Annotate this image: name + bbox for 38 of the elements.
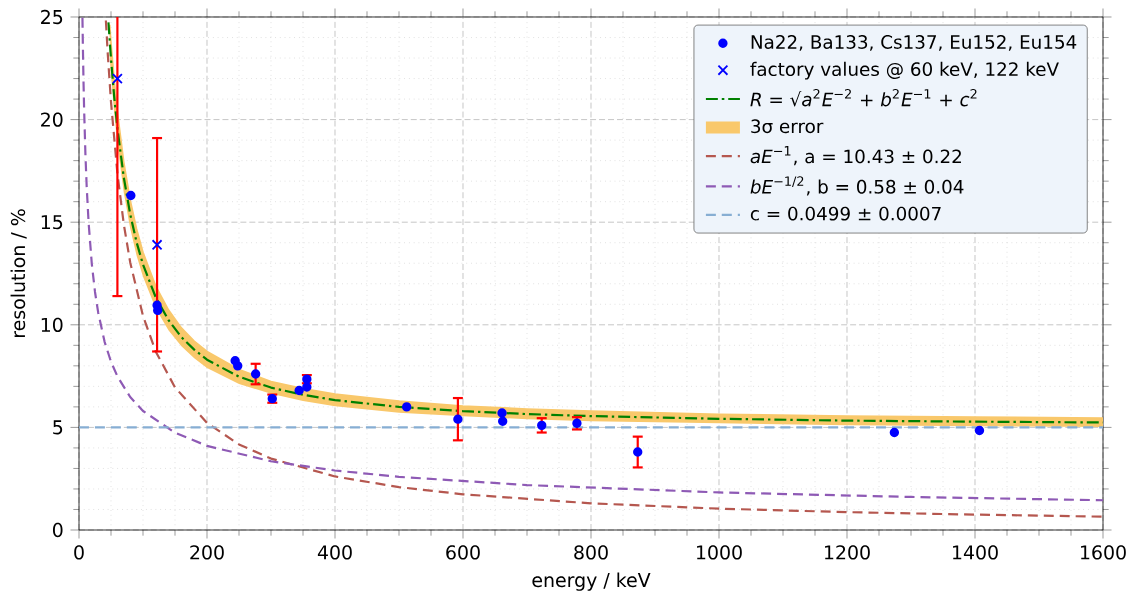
- point: [633, 447, 643, 457]
- point: [453, 414, 463, 424]
- y-tick-label: 10: [41, 317, 63, 332]
- point: [402, 402, 412, 412]
- point: [151, 239, 163, 251]
- point: [294, 385, 304, 396]
- point: [974, 425, 985, 436]
- point: [497, 408, 507, 418]
- x-tick-label: 1400: [953, 545, 998, 560]
- x-axis-title: energy / keV: [532, 572, 651, 591]
- x-tick-label: 800: [574, 545, 608, 560]
- point: [126, 190, 136, 201]
- x-tick-label: 0: [74, 545, 84, 560]
- y-tick-label: 20: [41, 112, 63, 127]
- x-tick-label: 200: [190, 545, 224, 560]
- text: R = √a$^{2}$E$^{−2}$ + b$^{2}$E$^{−1}$ + c$^{2}$: [750, 88, 977, 107]
- legend-label: c = 0.0499 ± 0.0007: [750, 206, 941, 221]
- point: [233, 361, 243, 371]
- x-tick-label: 600: [446, 545, 480, 560]
- x-tick-label: 1600: [1081, 545, 1126, 560]
- y-tick-label: 25: [41, 9, 63, 25]
- legend-label: Na22, Ba133, Cs137, Eu152, Eu154: [751, 35, 1077, 51]
- legend-label: factory values @ 60 keV, 122 keV: [750, 61, 1059, 80]
- legend-label: 3σ error: [751, 119, 824, 134]
- point: [302, 382, 312, 392]
- point: [498, 416, 508, 426]
- y-axis-title: resolution / %: [10, 209, 27, 337]
- y-tick-label: 0: [52, 522, 63, 538]
- y-tick-label: 15: [41, 215, 63, 230]
- point: [250, 369, 261, 379]
- point: [111, 73, 123, 84]
- x-tick-label: 1000: [697, 545, 742, 560]
- y-tick-label: 5: [53, 420, 63, 435]
- x-tick-label: 400: [317, 545, 352, 560]
- point: [889, 427, 900, 438]
- x-tick-label: 1200: [825, 545, 870, 560]
- legend-label: aE$^{−1}$, a = 10.43 ± 0.22: [750, 146, 961, 166]
- legend-label: bE$^{−1/2}$, b = 0.58 ± 0.04: [750, 176, 964, 196]
